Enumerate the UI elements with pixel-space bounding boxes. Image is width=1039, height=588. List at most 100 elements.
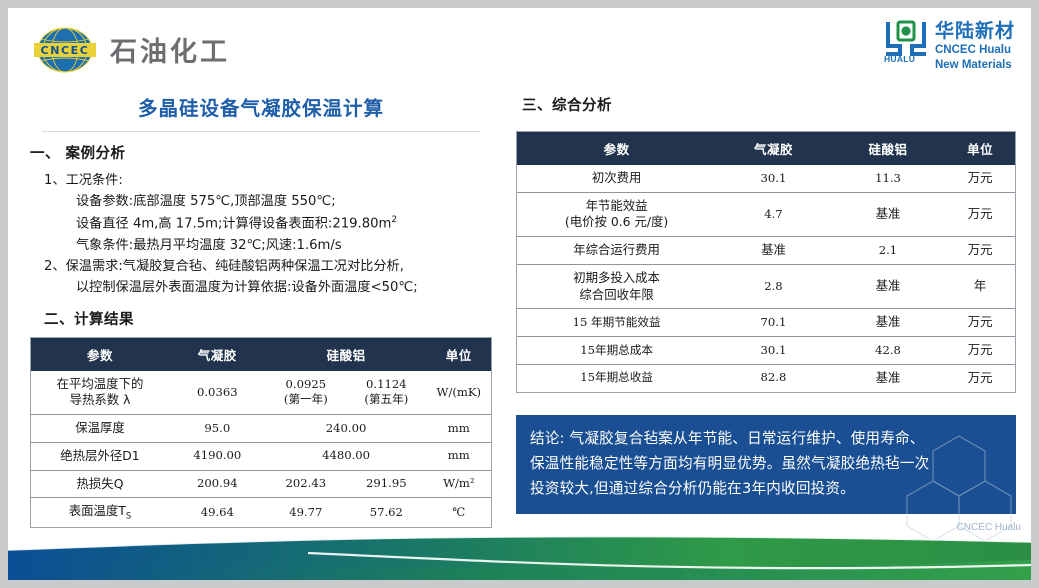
list-item: 2、保温需求:气凝胶复合毡、纯硅酸铝两种保温工况对比分析,	[44, 258, 404, 274]
cell-alum-b: 0.1124 (第五年)	[346, 371, 427, 415]
cell-param: 年节能效益 (电价按 0.6 元/度)	[517, 191, 717, 237]
col-header-aluminum-silicate: 硅酸铝	[830, 132, 946, 165]
list-item: 设备直径 4m,高 17.5m;计算得设备表面积:219.80m2	[30, 213, 492, 235]
list-item: 设备参数:底部温度 575℃,顶部温度 550℃;	[76, 194, 336, 210]
table-row: 保温厚度 95.0 240.00 mm	[31, 414, 491, 443]
param-line-1: 年节能效益	[585, 197, 648, 213]
cell-unit: W/m²	[426, 469, 491, 498]
hualu-wordmark: 华陆新材 CNCEC Hualu New Materials	[935, 20, 1015, 72]
case-analysis-list: 1、工况条件: 设备参数:底部温度 575℃,顶部温度 550℃; 设备直径 4…	[30, 170, 492, 299]
col-header-param: 参数	[517, 132, 717, 165]
cell-param: 年综合运行费用	[517, 236, 717, 265]
col-header-param: 参数	[31, 337, 169, 371]
slide-canvas: CNCEC 石油化工 HUALU 华陆新材 CNCEC Hualu New Ma…	[8, 8, 1031, 580]
section-1-heading: 一、 案例分析	[30, 146, 126, 162]
cell-aluminum: 基准	[830, 363, 946, 392]
superscript-2: 2	[391, 214, 398, 225]
param-line-2: (电价按 0.6 元/度)	[564, 214, 669, 230]
cell-param: 热损失Q	[31, 469, 169, 498]
conclusion-box: 结论: 气凝胶复合毡案从年节能、日常运行维护、使用寿命、 保温性能稳定性等方面均…	[516, 414, 1016, 514]
cell-alum-b: 57.62	[346, 497, 427, 528]
table-row: 年综合运行费用 基准 2.1 万元	[517, 236, 1015, 265]
cell-param: 表面温度TS	[31, 497, 169, 528]
cncec-logo-icon: CNCEC	[28, 26, 102, 74]
section-3-heading: 三、综合分析	[522, 98, 612, 114]
cell-unit: 万元	[945, 191, 1015, 237]
conclusion-line-1: 结论: 气凝胶复合毡案从年节能、日常运行维护、使用寿命、	[530, 429, 925, 447]
cell-param: 15年期总成本	[517, 336, 717, 365]
table-row: 绝热层外径D1 4190.00 4480.00 mm	[31, 441, 491, 471]
svg-text:CNCEC: CNCEC	[41, 44, 90, 57]
param-line-1: 在平均温度下的	[56, 375, 144, 391]
cell-aerogel: 基准	[716, 236, 831, 265]
value: 0.1124	[366, 376, 407, 391]
cell-param: 15年期总收益	[517, 363, 717, 392]
cell-aerogel: 30.1	[760, 170, 787, 185]
hualu-mark-icon: HUALU	[884, 20, 928, 66]
cell-unit: mm	[426, 441, 491, 471]
param-line-2: 导热系数 λ	[69, 392, 131, 408]
cell-alum-a: 49.77	[265, 497, 347, 528]
cell-unit: ℃	[426, 497, 491, 528]
comprehensive-analysis-table: 参数 气凝胶 硅酸铝 单位 初次费用 30.1 11.3 万元	[517, 132, 1015, 392]
cell-unit: 万元	[945, 308, 1015, 337]
table-row: 初次费用 30.1 11.3 万元	[517, 165, 1015, 192]
slide-header: CNCEC 石油化工 HUALU 华陆新材 CNCEC Hualu New Ma…	[8, 8, 1031, 80]
left-column: 多晶硅设备气凝胶保温计算 一、 案例分析 1、工况条件: 设备参数:底部温度 5…	[30, 84, 492, 529]
cell-aerogel: 4190.00	[169, 441, 266, 471]
table-row: 热损失Q 200.94 202.43 291.95 W/m²	[31, 469, 491, 498]
cell-aerogel: 95.0	[169, 414, 266, 443]
col-header-unit: 单位	[426, 337, 491, 371]
cell-param: 初次费用	[591, 170, 642, 185]
cell-aerogel: 30.1	[716, 336, 831, 365]
subscript-s: S	[125, 510, 132, 521]
comprehensive-analysis-table-wrap: 参数 气凝胶 硅酸铝 单位 初次费用 30.1 11.3 万元	[516, 131, 1016, 393]
cell-aluminum: 基准	[830, 191, 946, 237]
cell-aluminum: 基准	[830, 263, 946, 309]
list-item-text: 设备直径 4m,高 17.5m;计算得设备表面积:219.80m	[76, 216, 392, 232]
hualu-en-line2: New Materials	[934, 58, 1012, 71]
page-title: 多晶硅设备气凝胶保温计算	[137, 97, 384, 120]
value: 0.0925	[285, 376, 327, 391]
cell-aerogel: 200.94	[169, 469, 266, 498]
cell-aerogel: 82.8	[716, 363, 831, 392]
param-line-1: 初期多投入成本	[573, 269, 660, 285]
list-item: 1、工况条件:	[44, 173, 123, 188]
table-row: 15 年期节能效益 70.1 基准 万元	[517, 308, 1015, 337]
cell-alum-merged: 4480.00	[265, 441, 427, 471]
cell-param: 15 年期节能效益	[517, 308, 717, 337]
cell-unit: W/(mK)	[436, 384, 482, 399]
table-row: 在平均温度下的 导热系数 λ 0.0363 0.0925 (第一年) 0.112…	[31, 371, 491, 415]
cell-param: 保温厚度	[31, 414, 169, 443]
cell-aluminum: 2.1	[830, 236, 946, 265]
table-row: 年节能效益 (电价按 0.6 元/度) 4.7 基准 万元	[517, 191, 1015, 237]
cell-alum-merged: 240.00	[265, 414, 427, 443]
table-row: 初期多投入成本 综合回收年限 2.8 基准 年	[517, 263, 1015, 309]
param-line-2: 综合回收年限	[579, 286, 654, 302]
calculation-results-table-wrap: 参数 气凝胶 硅酸铝 单位 在平均温度下的 导热系数 λ 0.0363	[30, 336, 492, 529]
table-header-row: 参数 气凝胶 硅酸铝 单位	[517, 132, 1015, 165]
cell-alum-b: 291.95	[346, 469, 427, 498]
cell-aerogel: 2.8	[716, 263, 831, 309]
col-header-unit: 单位	[945, 132, 1015, 165]
cell-unit: 年	[945, 263, 1015, 309]
cell-aluminum: 42.8	[830, 336, 946, 365]
cell-unit: 万元	[945, 336, 1015, 365]
col-header-aerogel: 气凝胶	[169, 337, 266, 371]
cell-aerogel: 49.64	[169, 497, 266, 528]
table-row: 15年期总成本 30.1 42.8 万元	[517, 336, 1015, 365]
cncec-title: 石油化工	[110, 37, 230, 68]
table-header-row: 参数 气凝胶 硅酸铝 单位	[31, 337, 491, 371]
cell-param: 初期多投入成本 综合回收年限	[517, 263, 717, 309]
cell-aerogel: 4.7	[716, 191, 831, 237]
hualu-sub-label: HUALU	[883, 54, 916, 64]
cell-unit: mm	[426, 414, 491, 443]
cell-aerogel: 0.0363	[197, 384, 238, 399]
list-item: 以控制保温层外表面温度为计算依据:设备外面温度<50℃;	[76, 280, 418, 296]
cell-alum-a: 0.0925 (第一年)	[266, 371, 347, 415]
hualu-cn-name: 华陆新材	[934, 20, 1015, 42]
table-row: 15年期总收益 82.8 基准 万元	[517, 363, 1015, 392]
table-row: 表面温度TS 49.64 49.77 57.62 ℃	[31, 497, 491, 528]
conclusion-line-2: 保温性能稳定性等方面均有明显优势。虽然气凝胶绝热毡一次	[530, 454, 930, 472]
note: (第五年)	[364, 392, 409, 407]
